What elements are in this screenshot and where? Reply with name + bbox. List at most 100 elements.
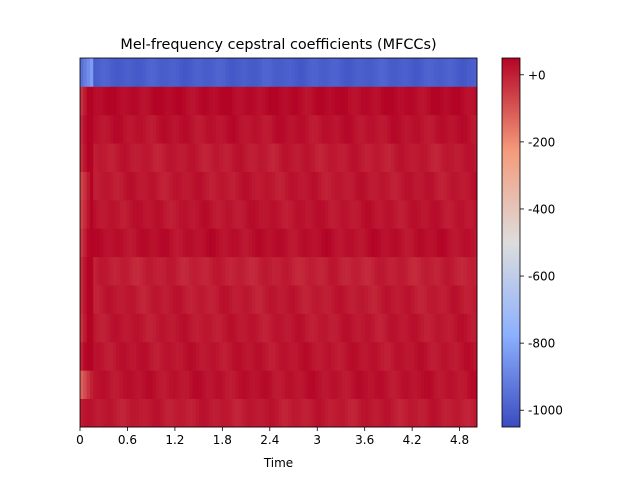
heatmap-cell	[440, 58, 445, 87]
heatmap-cell	[116, 256, 121, 286]
heatmap-cell	[245, 86, 250, 116]
heatmap-cell	[202, 171, 207, 201]
heatmap-cell	[295, 114, 299, 144]
heatmap-cell	[281, 256, 286, 286]
heatmap-cell	[205, 199, 210, 229]
heatmap-cell	[288, 285, 293, 314]
heatmap-cell	[166, 398, 170, 428]
heatmap-cell	[182, 228, 187, 258]
heatmap-cell	[212, 370, 217, 400]
heatmap-cell	[238, 256, 243, 286]
heatmap-cell	[252, 171, 256, 201]
heatmap-cell	[371, 341, 375, 371]
heatmap-cell	[473, 256, 478, 286]
heatmap-cell	[384, 143, 389, 172]
heatmap-cell	[113, 370, 117, 400]
heatmap-cell	[238, 398, 243, 428]
heatmap-cell	[410, 114, 415, 144]
heatmap-cell	[430, 171, 435, 201]
heatmap-cell	[470, 228, 475, 258]
heatmap-cell	[397, 256, 402, 286]
heatmap-cell	[212, 285, 217, 314]
heatmap-cell	[417, 199, 422, 229]
heatmap-cell	[414, 143, 418, 172]
heatmap-cell	[123, 313, 127, 343]
heatmap-cell	[420, 341, 425, 371]
heatmap-cell	[460, 313, 465, 343]
heatmap-cell	[450, 228, 455, 258]
heatmap-cell	[473, 370, 478, 400]
heatmap-cell	[374, 398, 379, 428]
heatmap-cell	[351, 199, 355, 229]
heatmap-cell	[473, 114, 478, 144]
heatmap-cell	[109, 256, 114, 286]
heatmap-cell	[407, 143, 412, 172]
heatmap-cell	[169, 398, 174, 428]
heatmap-cell	[371, 285, 375, 314]
heatmap-cell	[334, 228, 339, 258]
heatmap-cell	[344, 58, 349, 87]
heatmap-cell	[364, 143, 369, 172]
heatmap-cell	[156, 86, 160, 116]
heatmap-cell	[387, 143, 392, 172]
heatmap-cell	[218, 228, 223, 258]
heatmap-cell	[245, 370, 250, 400]
heatmap-cell	[146, 143, 150, 172]
heatmap-cell	[450, 370, 455, 400]
heatmap-cell	[377, 58, 382, 87]
heatmap-cell	[80, 370, 84, 400]
heatmap-cell	[265, 58, 269, 87]
heatmap-cell	[166, 58, 170, 87]
heatmap-cell	[106, 86, 111, 116]
heatmap-cell	[159, 199, 164, 229]
heatmap-cell	[215, 199, 220, 229]
heatmap-cell	[99, 370, 104, 400]
heatmap-cell	[344, 370, 349, 400]
heatmap-cell	[338, 398, 342, 428]
heatmap-cell	[258, 86, 263, 116]
heatmap-cell	[235, 285, 240, 314]
heatmap-cell	[463, 58, 468, 87]
heatmap-cell	[175, 370, 180, 400]
heatmap-cell	[159, 398, 164, 428]
heatmap-cell	[338, 143, 342, 172]
heatmap-cell	[404, 398, 408, 428]
heatmap-cell	[371, 199, 375, 229]
heatmap-cell	[460, 86, 465, 116]
heatmap-cell	[149, 114, 154, 144]
heatmap-cell	[238, 313, 243, 343]
heatmap-cell	[338, 171, 342, 201]
heatmap-cell	[162, 341, 167, 371]
heatmap-cell	[209, 58, 213, 87]
heatmap-cell	[86, 370, 91, 400]
heatmap-cell	[209, 199, 213, 229]
heatmap-cell	[86, 199, 91, 229]
heatmap-cell	[473, 313, 478, 343]
heatmap-cell	[417, 114, 422, 144]
heatmap-cell	[80, 228, 84, 258]
heatmap-cell	[390, 256, 395, 286]
heatmap-cell	[420, 256, 425, 286]
heatmap-cell	[195, 143, 200, 172]
heatmap-cell	[179, 341, 183, 371]
heatmap-cell	[265, 285, 269, 314]
heatmap-cell	[271, 228, 276, 258]
heatmap-cell	[387, 398, 392, 428]
heatmap-cell	[361, 58, 365, 87]
heatmap-cell	[261, 86, 266, 116]
heatmap-cell	[427, 199, 432, 229]
heatmap-cell	[328, 285, 332, 314]
heatmap-cell	[354, 370, 359, 400]
heatmap-cell	[268, 256, 273, 286]
heatmap-cell	[424, 58, 428, 87]
heatmap-cell	[156, 370, 160, 400]
heatmap-cell	[242, 398, 246, 428]
heatmap-cell	[189, 398, 193, 428]
heatmap-cell	[132, 86, 137, 116]
heatmap-cell	[377, 86, 382, 116]
heatmap-cell	[328, 398, 332, 428]
heatmap-cell	[351, 143, 355, 172]
heatmap-cell	[291, 398, 296, 428]
heatmap-cell	[195, 398, 200, 428]
heatmap-cell	[142, 86, 147, 116]
